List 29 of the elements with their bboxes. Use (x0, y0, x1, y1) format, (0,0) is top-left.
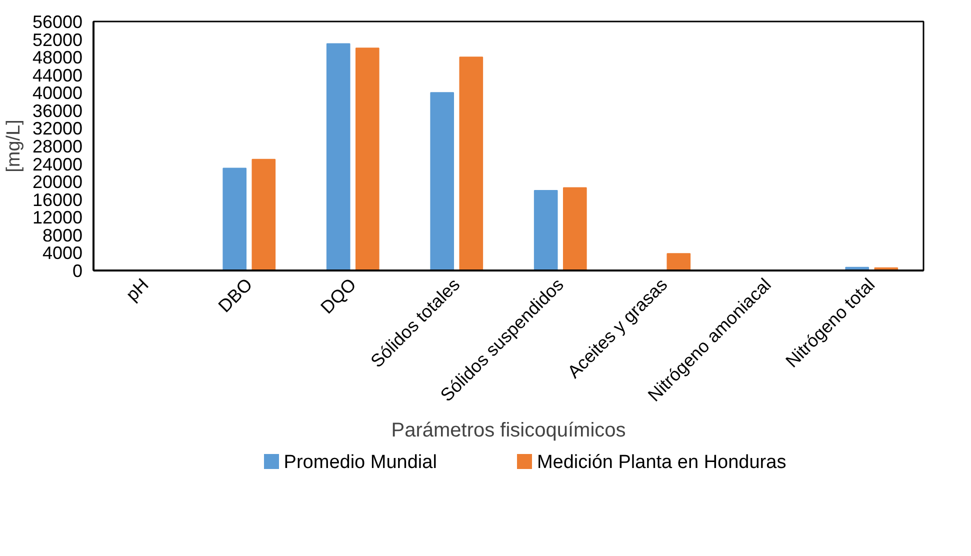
x-tick-label: pH (122, 274, 152, 305)
legend-item: Medición Planta en Honduras (516, 452, 786, 473)
y-tick-label: 28000 (32, 136, 83, 156)
y-tick-label: 12000 (32, 208, 83, 228)
y-tick-label: 52000 (32, 30, 83, 50)
y-tick-label: 32000 (32, 118, 83, 139)
y-tick-label: 36000 (32, 100, 83, 121)
y-tick-label: 44000 (32, 65, 83, 86)
y-tick-label: 4000 (42, 243, 83, 264)
y-tick-label: 0 (72, 261, 83, 281)
bar (562, 187, 587, 270)
bar (534, 190, 558, 270)
y-tick-label: 16000 (32, 190, 83, 210)
x-axis-title: Parámetros fisicoquímicos (391, 419, 626, 442)
y-tick-label: 20000 (32, 172, 83, 192)
y-axis-title: [mg/L] (3, 120, 24, 172)
y-tick-label: 8000 (42, 225, 83, 246)
bar (666, 253, 691, 270)
y-tick-label: 24000 (32, 154, 83, 174)
bar (222, 168, 247, 270)
bar (326, 43, 350, 270)
legend-item: Promedio Mundial (264, 452, 437, 473)
bar (459, 56, 484, 270)
bar (252, 158, 276, 270)
y-tick-label: 56000 (32, 12, 83, 32)
bar (355, 48, 380, 270)
y-tick-label: 48000 (32, 48, 83, 68)
y-tick-label: 40000 (32, 83, 83, 104)
bar (430, 92, 454, 270)
